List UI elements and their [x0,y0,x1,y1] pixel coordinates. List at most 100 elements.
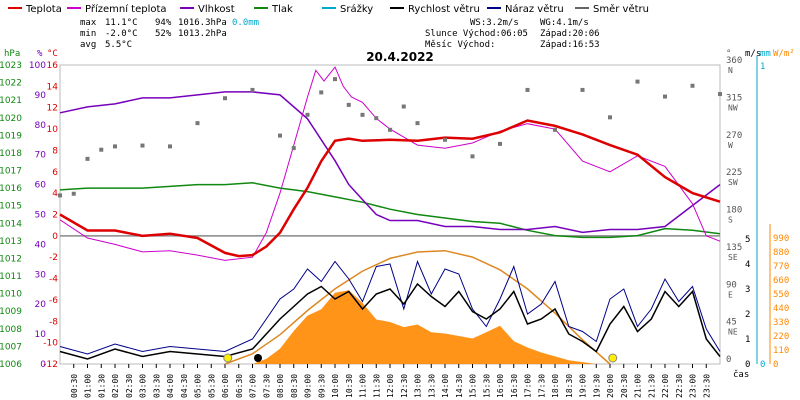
stat-text: -2.0°C [105,29,138,39]
stat-text: max [80,18,97,28]
wind-direction-point [388,127,392,132]
stat-text: WS:3.2m/s [470,18,519,28]
x-tick-label: 18:00 [551,374,560,398]
direction-tick: NE [728,328,738,337]
x-tick-label: 08:30 [290,374,299,398]
x-tick-label: 11:00 [359,374,368,398]
wind-direction-point [718,92,722,97]
x-tick-label: 22:30 [675,374,684,398]
rain-axis-label: mm [760,49,771,59]
x-tick-label: 15:30 [482,374,491,398]
wind-direction-point [415,121,420,126]
x-tick-label: 16:30 [510,374,519,398]
humidity-tick: 50 [35,211,47,221]
wind-tick: 0 [745,360,750,370]
solar-radiation-area [252,290,597,364]
wind-direction-point [346,102,351,107]
wind-direction-point [374,116,379,121]
x-tick-label: 03:00 [139,374,148,398]
x-tick-label: 17:00 [524,374,533,398]
sunrise-marker [223,353,233,363]
legend-label: Náraz větru [505,3,564,15]
temp-tick: 4 [52,189,58,199]
x-tick-label: 23:00 [689,374,698,398]
legend: Teplota Přízemní teplota Vlhkost Tlak Srážky… [8,3,649,15]
time-unit-label: čas [733,369,749,380]
x-tick-label: 04:30 [180,374,189,398]
x-tick-label: 21:30 [647,374,656,398]
direction-tick: 0 [726,355,731,365]
humidity-tick: 70 [35,151,47,161]
pressure-tick: 1014 [0,219,22,229]
direction-tick: N [728,66,733,75]
direction-tick: SW [728,178,738,187]
x-tick-label: 07:30 [262,374,271,398]
direction-tick: NW [728,103,738,112]
x-tick-label: 01:30 [97,374,106,398]
x-tick-label: 23:30 [702,374,711,398]
x-tick-label: 17:30 [537,374,546,398]
temp-tick: 12 [47,104,58,114]
wind-direction-point [663,94,667,99]
rain-tick: 0 [760,360,765,370]
legend-label: Tlak [271,4,293,15]
pressure-axis-label: hPa [4,49,20,59]
stat-text: min [80,29,96,39]
wind-tick: 4 [745,260,750,270]
temp-axis-label: °C [47,49,58,59]
x-tick-label: 19:30 [592,374,601,398]
wind-direction-point [690,83,695,88]
solar-axis-label: W/m² [773,49,795,59]
stat-text: 52% [155,29,172,39]
wind-direction-point [113,144,117,149]
humidity-tick: 0 [40,360,46,370]
pressure-tick: 1006 [0,360,22,370]
wind-direction-point [278,133,282,138]
temp-tick: 6 [52,168,58,178]
temp-tick: 14 [47,82,59,92]
humidity-tick: 40 [35,240,47,250]
legend-label: Rychlost větru [408,3,480,15]
x-tick-label: 07:00 [249,374,258,398]
stat-text: 0.0mm [232,18,259,28]
stat-text: Západ:16:53 [540,40,600,50]
sunset-marker [608,353,618,363]
pressure-tick: 1018 [0,149,22,159]
pressure-line [59,182,721,239]
pressure-tick: 1010 [0,290,22,300]
direction-tick: 135 [726,243,742,253]
series-layer [58,66,722,365]
solar-tick: 110 [773,346,789,356]
temp-tick: 0 [52,232,58,242]
x-tick-label: 14:30 [455,374,464,398]
direction-tick: 315 [726,93,742,103]
legend-label: Vlhkost [198,4,235,15]
legend-label: Směr větru [593,3,649,15]
stat-text: 11.1°C [105,18,138,28]
wind-tick: 2 [745,310,750,320]
x-tick-label: 00:30 [70,374,79,398]
stat-text: 5.5°C [105,40,132,50]
pressure-tick: 1016 [0,184,22,194]
plot-frame [59,64,721,365]
temp-tick: -12 [43,360,58,370]
temp-tick: -6 [49,296,58,306]
wind-direction-point [498,141,502,146]
axes: 00:30 01:00 01:30 02:00 02:30 03:00 03:30 04:00… [0,49,795,398]
solar-tick: 660 [773,276,789,286]
pressure-tick: 1015 [0,202,22,212]
x-tick-label: 18:30 [565,374,574,398]
x-tick-label: 10:00 [331,374,340,398]
wind-tick: 3 [745,285,750,295]
wind-direction-point [333,77,337,82]
chart-title: 20.4.2022 [366,50,434,64]
solar-tick: 880 [773,248,789,258]
humidity-tick: 90 [35,91,47,101]
wind-direction-point [553,127,557,132]
wind-direction-point [360,112,365,117]
solar-tick: 220 [773,332,789,342]
wind-direction-point [291,146,296,151]
humidity-tick: 100 [29,61,46,71]
pressure-tick: 1007 [0,342,22,352]
x-tick-label: 19:00 [579,374,588,398]
